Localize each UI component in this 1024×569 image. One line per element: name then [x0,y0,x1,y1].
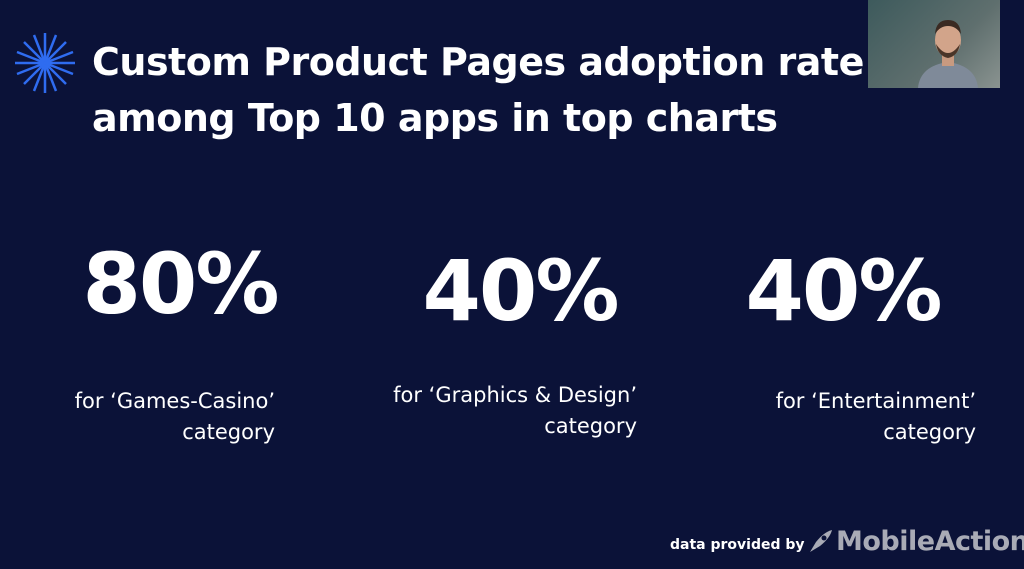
starburst-icon [15,33,75,93]
webcam-overlay [868,0,1000,88]
title-line: Custom Product Pages adoption rate [92,40,864,84]
brand-icon [810,530,832,552]
stat-value: 80% [82,235,279,333]
title-line: among Top 10 apps in top charts [92,96,778,140]
caption-line: for ‘Entertainment’ [775,389,976,413]
caption-line: for ‘Graphics & Design’ [393,383,637,407]
stat-value: 40% [745,242,942,340]
stat-caption: for ‘Graphics & Design’ category [393,380,637,442]
caption-line: category [544,414,637,438]
stat-caption: for ‘Entertainment’ category [776,386,976,448]
footer-text: data provided by [670,537,805,553]
stat-caption: for ‘Games-Casino’ category [75,386,275,448]
caption-line: category [182,420,275,444]
caption-line: category [883,420,976,444]
caption-line: for ‘Games-Casino’ [74,389,275,413]
brand-logo: MobileAction [836,526,1024,557]
webcam-person [918,20,978,88]
stat-value: 40% [422,242,619,340]
